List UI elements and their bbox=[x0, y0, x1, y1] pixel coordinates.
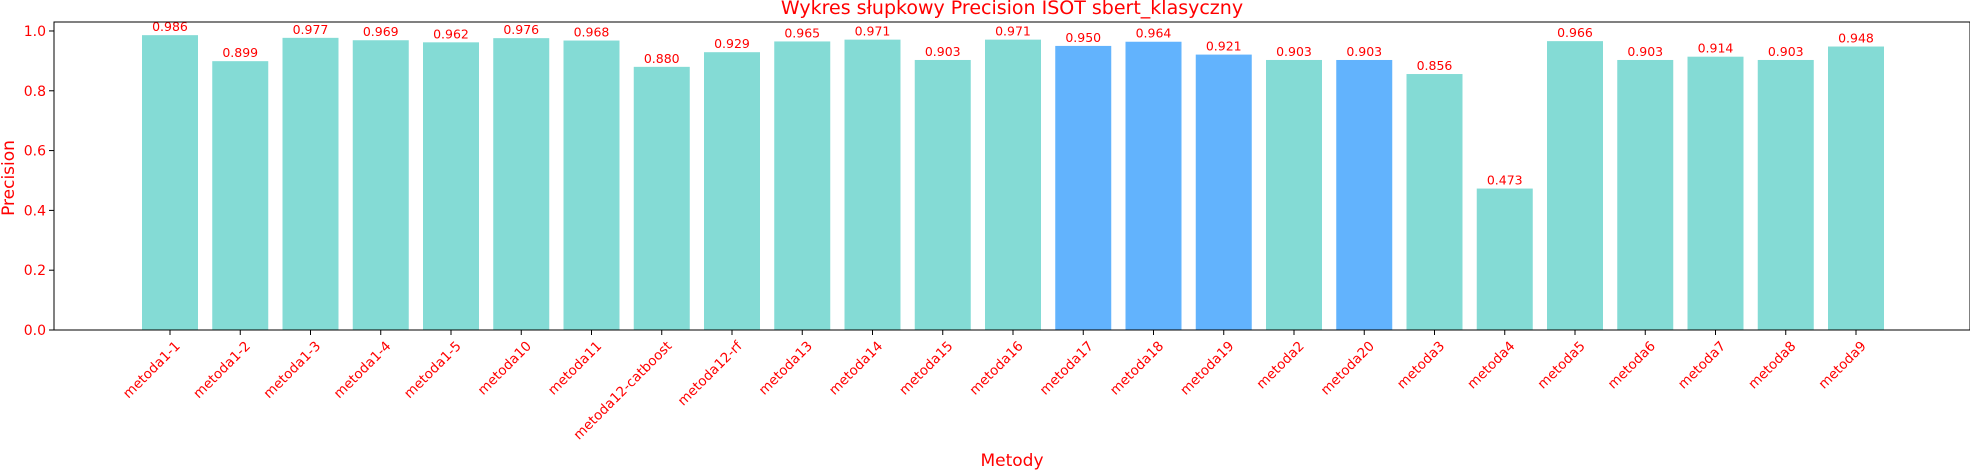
x-tick-label-metoda7: metoda7 bbox=[1675, 338, 1729, 392]
bar-metoda20 bbox=[1336, 59, 1393, 330]
x-tick-label-metoda19: metoda19 bbox=[1177, 338, 1237, 398]
x-tick-label-metoda8: metoda8 bbox=[1745, 338, 1799, 392]
x-tick-label-metoda1-3: metoda1-3 bbox=[261, 338, 325, 402]
value-label-metoda10: 0.976 bbox=[503, 22, 539, 37]
bars-group bbox=[142, 35, 1884, 331]
x-tick-label-metoda4: metoda4 bbox=[1464, 338, 1518, 392]
x-tick-label-metoda11: metoda11 bbox=[545, 338, 605, 398]
bar-metoda17 bbox=[1055, 45, 1112, 331]
x-tick-label-metoda17: metoda17 bbox=[1037, 338, 1097, 398]
value-label-metoda1-5: 0.962 bbox=[433, 26, 469, 41]
value-label-metoda17: 0.950 bbox=[1065, 30, 1101, 45]
value-label-metoda1-1: 0.986 bbox=[152, 19, 188, 34]
value-label-metoda13: 0.965 bbox=[784, 25, 820, 40]
bar-metoda5 bbox=[1547, 41, 1603, 330]
bar-metoda1-5 bbox=[423, 42, 479, 330]
bar-metoda13 bbox=[774, 41, 831, 330]
value-label-metoda18: 0.964 bbox=[1136, 26, 1172, 41]
x-tick-label-metoda12-rf: metoda12-rf bbox=[675, 337, 747, 409]
x-tick-label-metoda1-5: metoda1-5 bbox=[401, 338, 465, 402]
x-axis: metoda1-1 metoda1-2 metoda1-3 metoda1-4 meto… bbox=[120, 330, 1870, 443]
bar-metoda7 bbox=[1687, 56, 1744, 330]
value-label-metoda1-2: 0.899 bbox=[222, 45, 258, 60]
bar-metoda1-4 bbox=[352, 40, 409, 331]
bar-metoda12-rf bbox=[704, 52, 760, 330]
y-tick-label-0.0: 0.0 bbox=[24, 323, 46, 339]
x-tick-label-metoda3: metoda3 bbox=[1394, 338, 1448, 392]
bar-metoda15 bbox=[914, 59, 971, 330]
value-label-metoda1-3: 0.977 bbox=[293, 22, 329, 37]
x-tick-label-metoda18: metoda18 bbox=[1107, 338, 1167, 398]
value-label-metoda12-catboost: 0.880 bbox=[644, 51, 680, 66]
x-tick-label-metoda5: metoda5 bbox=[1535, 338, 1589, 392]
y-tick-label-0.8: 0.8 bbox=[24, 84, 46, 100]
x-axis-label: Metody bbox=[980, 451, 1043, 470]
bar-metoda10 bbox=[493, 38, 550, 331]
x-tick-label-metoda2: metoda2 bbox=[1254, 338, 1308, 392]
bar-metoda14 bbox=[844, 39, 901, 330]
value-label-metoda7: 0.914 bbox=[1698, 41, 1734, 56]
value-label-metoda20: 0.903 bbox=[1346, 44, 1382, 59]
value-label-metoda14: 0.971 bbox=[855, 24, 891, 39]
bar-metoda18 bbox=[1125, 41, 1182, 331]
x-tick-label-metoda1-1: metoda1-1 bbox=[120, 338, 184, 402]
x-tick-label-metoda1-2: metoda1-2 bbox=[190, 338, 254, 402]
x-tick-label-metoda16: metoda16 bbox=[966, 338, 1026, 398]
bar-metoda1-2 bbox=[212, 61, 269, 331]
y-axis: 0.0 0.2 0.4 0.6 0.8 1.0 bbox=[24, 24, 54, 339]
bar-metoda6 bbox=[1617, 59, 1674, 330]
value-label-metoda12-rf: 0.929 bbox=[714, 36, 750, 51]
value-label-metoda11: 0.968 bbox=[574, 25, 610, 40]
y-tick-label-1.0: 1.0 bbox=[24, 24, 46, 40]
value-label-metoda5: 0.966 bbox=[1557, 25, 1593, 40]
bar-metoda3 bbox=[1406, 74, 1463, 330]
bar-metoda4 bbox=[1476, 188, 1533, 330]
x-tick-label-metoda10: metoda10 bbox=[475, 338, 535, 398]
value-label-metoda2: 0.903 bbox=[1276, 44, 1312, 59]
bar-metoda1-1 bbox=[142, 35, 198, 330]
x-tick-label-metoda9: metoda9 bbox=[1816, 338, 1870, 392]
y-tick-label-0.2: 0.2 bbox=[24, 263, 46, 279]
value-label-metoda3: 0.856 bbox=[1417, 58, 1453, 73]
y-tick-label-0.6: 0.6 bbox=[24, 144, 46, 160]
value-labels-group: 0.986 0.899 0.977 0.969 0.962 0.976 0.968 0.880… bbox=[152, 19, 1874, 187]
chart-title: Wykres słupkowy Precision ISOT sbert_kla… bbox=[781, 0, 1243, 19]
bar-metoda19 bbox=[1195, 54, 1252, 331]
value-label-metoda6: 0.903 bbox=[1627, 44, 1663, 59]
bar-metoda16 bbox=[985, 39, 1041, 330]
bar-metoda2 bbox=[1266, 59, 1322, 330]
x-tick-label-metoda20: metoda20 bbox=[1318, 338, 1378, 398]
value-label-metoda19: 0.921 bbox=[1206, 39, 1242, 54]
y-axis-label: Precision bbox=[0, 140, 19, 216]
value-label-metoda15: 0.903 bbox=[925, 44, 961, 59]
bar-metoda8 bbox=[1757, 59, 1814, 330]
value-label-metoda4: 0.473 bbox=[1487, 173, 1523, 188]
bar-metoda11 bbox=[563, 40, 620, 330]
value-label-metoda9: 0.948 bbox=[1838, 31, 1874, 46]
value-label-metoda16: 0.971 bbox=[995, 24, 1031, 39]
bar-metoda9 bbox=[1828, 46, 1884, 331]
x-tick-label-metoda6: metoda6 bbox=[1605, 338, 1659, 392]
value-label-metoda8: 0.903 bbox=[1768, 44, 1804, 59]
bar-metoda1-3 bbox=[282, 37, 339, 330]
plot-frame bbox=[53, 21, 1970, 331]
bar-metoda12-catboost bbox=[633, 66, 690, 330]
x-tick-label-metoda15: metoda15 bbox=[896, 338, 956, 398]
x-tick-label-metoda14: metoda14 bbox=[826, 338, 886, 398]
y-tick-label-0.4: 0.4 bbox=[24, 203, 46, 219]
value-label-metoda1-4: 0.969 bbox=[363, 24, 399, 39]
x-tick-label-metoda1-4: metoda1-4 bbox=[331, 338, 395, 402]
x-tick-label-metoda13: metoda13 bbox=[756, 338, 816, 398]
